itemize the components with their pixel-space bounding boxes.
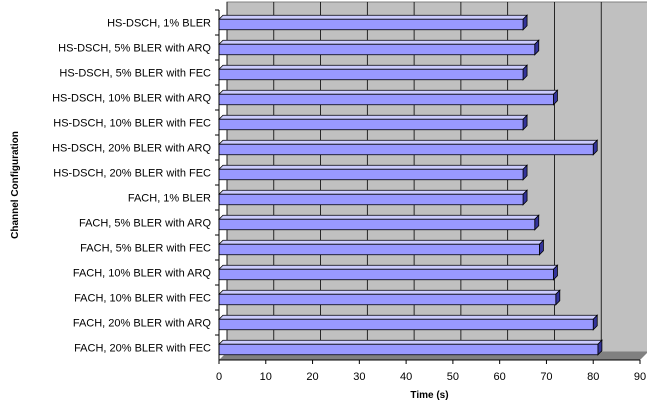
x-tick-label: 10: [260, 371, 272, 383]
bar-face: [218, 168, 524, 181]
bar-face: [218, 43, 536, 56]
y-tick-label: FACH, 5% BLER with ARQ: [79, 218, 211, 230]
bar: [218, 189, 529, 206]
bar-top: [218, 114, 529, 120]
bar: [218, 339, 603, 356]
bar-face: [218, 268, 554, 281]
bar-top: [218, 264, 559, 270]
bar: [218, 139, 599, 156]
bar: [218, 289, 561, 306]
y-tick-label: FACH, 5% BLER with FEC: [80, 243, 211, 255]
bar-face: [218, 343, 599, 356]
bar-top: [218, 214, 540, 220]
x-tick-label: 20: [306, 371, 318, 383]
bar-top: [218, 314, 599, 320]
bar-top: [218, 289, 561, 295]
bar-top: [218, 239, 545, 245]
bar-face: [218, 118, 524, 131]
bar: [218, 89, 559, 106]
y-tick-labels: HS-DSCH, 1% BLER HS-DSCH, 5% BLER with AR…: [52, 9, 219, 355]
bar: [218, 314, 599, 331]
bar-top: [218, 339, 603, 345]
x-tick-label: 50: [447, 371, 459, 383]
bar: [218, 239, 545, 256]
y-tick-label: HS-DSCH, 20% BLER with FEC: [53, 168, 211, 180]
bar: [218, 39, 540, 56]
x-tick-label: 0: [216, 371, 222, 383]
y-tick-label: FACH, 10% BLER with FEC: [74, 293, 211, 305]
bars: [218, 14, 603, 356]
bar-top: [218, 189, 529, 195]
x-tick-label: 30: [353, 371, 365, 383]
bar: [218, 64, 529, 81]
x-tick-label: 60: [494, 371, 506, 383]
bar-top: [218, 14, 529, 20]
y-tick-label: HS-DSCH, 5% BLER with ARQ: [58, 43, 211, 55]
bar-top: [218, 164, 529, 170]
y-tick-label: FACH, 10% BLER with ARQ: [73, 268, 212, 280]
bar-face: [218, 93, 554, 106]
bar: [218, 14, 529, 31]
bar-face: [218, 143, 594, 156]
x-ticks: 0 10 20 30 40 50 60 70 80 90: [216, 360, 646, 383]
y-tick-label: FACH, 20% BLER with FEC: [74, 343, 211, 355]
x-tick-label: 70: [540, 371, 552, 383]
bar: [218, 264, 559, 281]
y-axis-title: Channel Configuration: [10, 131, 21, 239]
y-tick-label: HS-DSCH, 10% BLER with FEC: [53, 118, 211, 130]
x-axis-title: Time (s): [410, 390, 448, 401]
bar-top: [218, 139, 599, 145]
y-tick-label: HS-DSCH, 5% BLER with FEC: [59, 68, 211, 80]
bar-face: [218, 68, 524, 81]
bar-face: [218, 318, 594, 331]
x-tick-label: 80: [587, 371, 599, 383]
bar-top: [218, 64, 529, 70]
bar-face: [218, 18, 524, 31]
y-tick-label: HS-DSCH, 10% BLER with ARQ: [52, 93, 211, 105]
bar-face: [218, 293, 557, 306]
bar-top: [218, 89, 559, 95]
bar-face: [218, 243, 540, 256]
bar: [218, 114, 529, 131]
bar-face: [218, 193, 524, 206]
y-tick-label: FACH, 1% BLER: [128, 193, 211, 205]
x-tick-label: 40: [400, 371, 412, 383]
y-tick-label: HS-DSCH, 1% BLER: [107, 18, 211, 30]
y-tick-label: HS-DSCH, 20% BLER with ARQ: [52, 143, 211, 155]
x-tick-label: 90: [634, 371, 646, 383]
bar-top: [218, 39, 540, 45]
bar-face: [218, 218, 536, 231]
y-tick-label: FACH, 20% BLER with ARQ: [73, 318, 212, 330]
bar: [218, 214, 540, 231]
bar: [218, 164, 529, 181]
